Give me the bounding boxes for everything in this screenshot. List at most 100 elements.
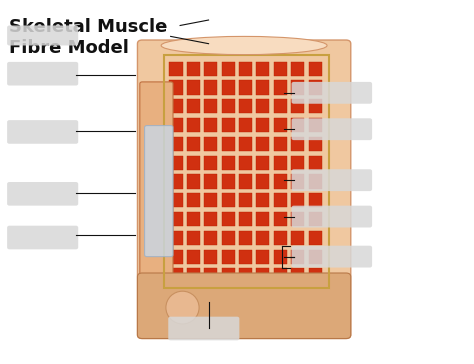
Bar	[239, 156, 252, 170]
Bar	[309, 118, 321, 132]
Bar	[291, 118, 304, 132]
Bar	[256, 250, 269, 264]
Bar	[170, 99, 182, 113]
Text: Skeletal Muscle
Fibre Model: Skeletal Muscle Fibre Model	[9, 18, 168, 57]
Bar	[170, 193, 182, 207]
Bar	[291, 269, 304, 282]
Bar	[274, 269, 287, 282]
Bar	[204, 99, 217, 113]
Bar	[256, 62, 269, 76]
Bar	[204, 212, 217, 226]
Bar	[239, 231, 252, 245]
Bar	[239, 193, 252, 207]
Bar	[187, 212, 200, 226]
Bar	[222, 250, 235, 264]
Bar	[309, 250, 321, 264]
Bar	[187, 118, 200, 132]
Bar	[256, 174, 269, 189]
Bar	[170, 231, 182, 245]
Bar	[239, 212, 252, 226]
Bar	[222, 80, 235, 95]
Bar	[309, 269, 321, 282]
Bar	[256, 118, 269, 132]
Bar	[187, 99, 200, 113]
Bar	[309, 174, 321, 189]
Bar	[187, 80, 200, 95]
FancyBboxPatch shape	[7, 226, 78, 249]
Bar	[170, 174, 182, 189]
Bar	[256, 193, 269, 207]
Bar	[309, 156, 321, 170]
Bar	[187, 156, 200, 170]
Bar	[187, 231, 200, 245]
Bar	[239, 62, 252, 76]
Bar	[309, 62, 321, 76]
Bar	[274, 212, 287, 226]
FancyBboxPatch shape	[292, 82, 372, 104]
Bar	[204, 80, 217, 95]
Bar	[239, 250, 252, 264]
Bar	[291, 250, 304, 264]
Bar	[256, 212, 269, 226]
Bar	[222, 231, 235, 245]
Bar	[170, 137, 182, 151]
FancyBboxPatch shape	[7, 25, 78, 46]
Bar	[309, 80, 321, 95]
Bar	[170, 118, 182, 132]
Bar	[187, 62, 200, 76]
Bar	[256, 137, 269, 151]
FancyBboxPatch shape	[137, 40, 351, 339]
Bar	[222, 137, 235, 151]
Bar	[274, 156, 287, 170]
Bar	[204, 137, 217, 151]
Bar	[164, 55, 329, 288]
Bar	[222, 156, 235, 170]
FancyBboxPatch shape	[292, 246, 372, 268]
FancyBboxPatch shape	[145, 126, 173, 257]
Bar	[187, 193, 200, 207]
Bar	[309, 231, 321, 245]
Bar	[291, 137, 304, 151]
Bar	[274, 174, 287, 189]
Bar	[309, 99, 321, 113]
Bar	[222, 99, 235, 113]
FancyBboxPatch shape	[292, 169, 372, 191]
FancyBboxPatch shape	[137, 273, 351, 339]
Bar	[239, 137, 252, 151]
Bar	[204, 174, 217, 189]
Bar	[187, 269, 200, 282]
Bar	[222, 212, 235, 226]
Bar	[291, 193, 304, 207]
Bar	[170, 212, 182, 226]
Bar	[239, 99, 252, 113]
Bar	[256, 231, 269, 245]
Ellipse shape	[161, 36, 327, 55]
Bar	[274, 137, 287, 151]
Ellipse shape	[166, 291, 199, 324]
Bar	[204, 269, 217, 282]
Bar	[274, 62, 287, 76]
FancyBboxPatch shape	[7, 120, 78, 144]
Bar	[256, 80, 269, 95]
FancyBboxPatch shape	[168, 317, 239, 340]
Bar	[274, 250, 287, 264]
Bar	[187, 174, 200, 189]
Bar	[309, 137, 321, 151]
Bar	[222, 269, 235, 282]
Bar	[204, 231, 217, 245]
Bar	[256, 156, 269, 170]
Bar	[274, 99, 287, 113]
Bar	[274, 231, 287, 245]
Bar	[222, 118, 235, 132]
Bar	[204, 62, 217, 76]
Bar	[291, 80, 304, 95]
Bar	[274, 80, 287, 95]
Bar	[222, 193, 235, 207]
Bar	[256, 269, 269, 282]
Bar	[291, 174, 304, 189]
Bar	[170, 80, 182, 95]
Bar	[170, 62, 182, 76]
FancyBboxPatch shape	[292, 206, 372, 228]
FancyBboxPatch shape	[292, 118, 372, 140]
Bar	[256, 99, 269, 113]
